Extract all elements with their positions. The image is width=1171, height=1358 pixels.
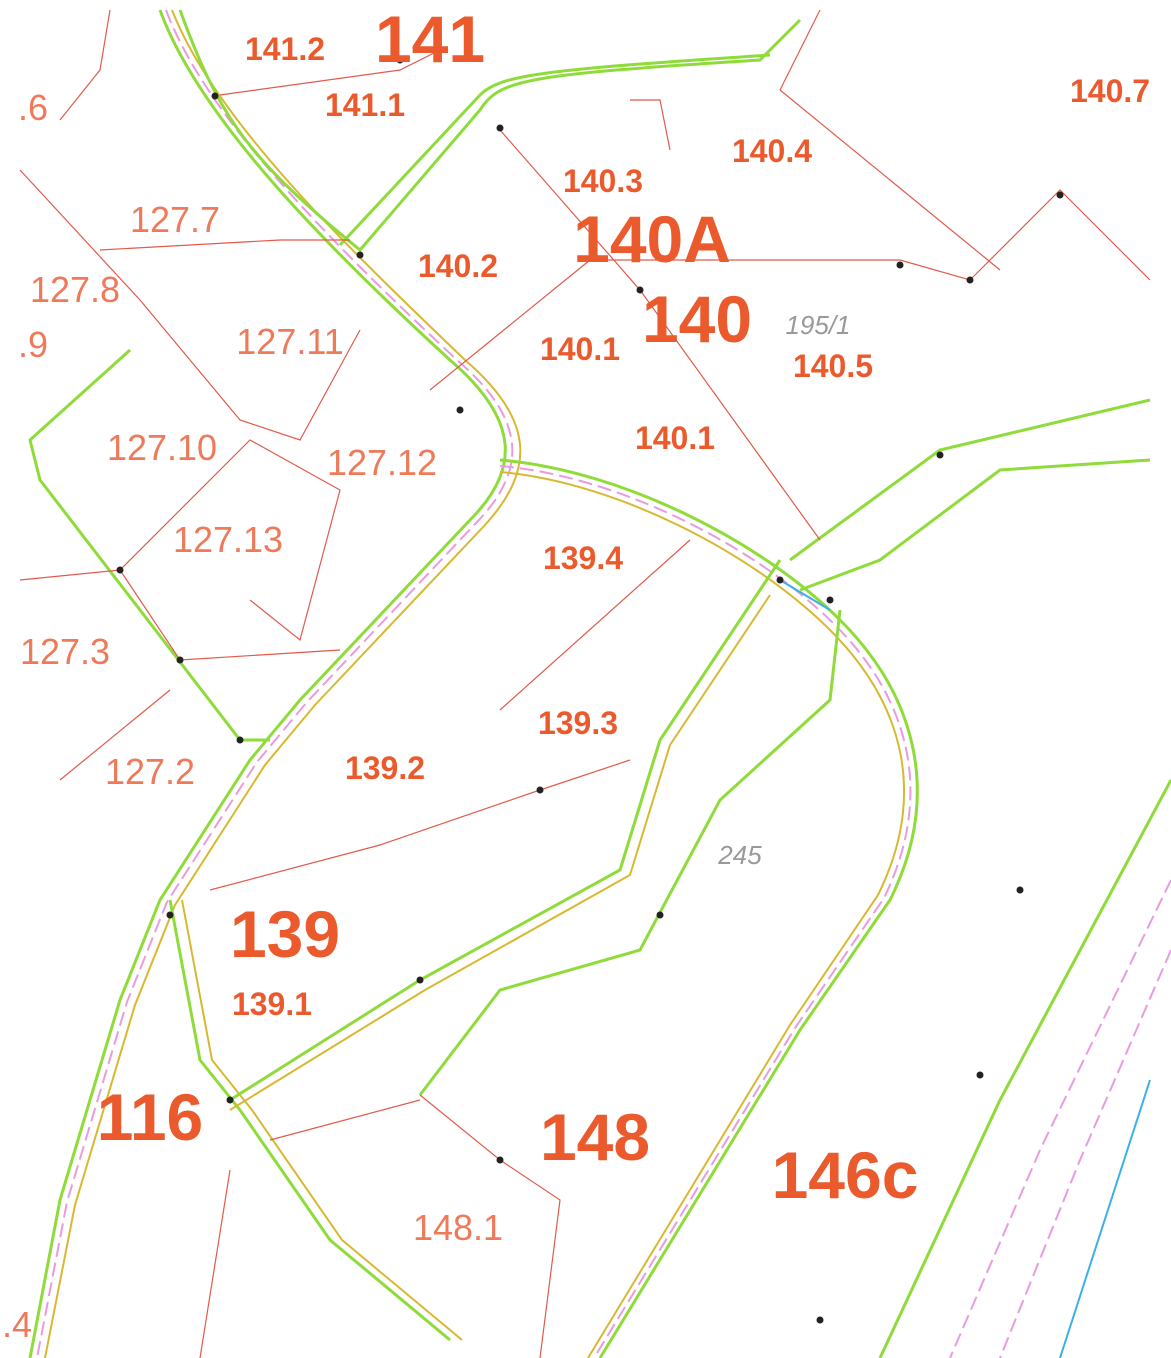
parcel-label: 146c bbox=[772, 1138, 919, 1212]
parcel-label: 141.1 bbox=[325, 87, 405, 123]
parcel-label: 140.1 bbox=[635, 420, 715, 456]
parcel-label: 127.2 bbox=[105, 751, 195, 792]
parcel-label: 140.2 bbox=[418, 248, 498, 284]
parcel-label: 127.12 bbox=[327, 442, 437, 483]
parcel-label: 140.4 bbox=[732, 133, 812, 169]
parcel-label: 127.11 bbox=[236, 321, 343, 362]
parcel-label: 140 bbox=[642, 282, 752, 356]
parcel-label: 139 bbox=[230, 897, 340, 971]
map: 141 141.2 141.1 140.3 140.4 140.7 140A 1… bbox=[0, 0, 1171, 1358]
parcel-label: 139.2 bbox=[345, 750, 425, 786]
parcel-note: 245 bbox=[717, 840, 762, 870]
parcel-label: 140A bbox=[573, 202, 731, 276]
parcel-label: 148.1 bbox=[413, 1207, 503, 1248]
parcel-label: 140.7 bbox=[1070, 73, 1150, 109]
parcel-label: 127.10 bbox=[107, 427, 217, 468]
parcel-label: 139.1 bbox=[232, 986, 312, 1022]
parcel-label: 127.13 bbox=[173, 519, 283, 560]
parcel-label: 139.4 bbox=[543, 540, 623, 576]
parcel-label: 140.1 bbox=[540, 331, 620, 367]
parcel-label: 116 bbox=[97, 1080, 203, 1154]
parcel-note: 195/1 bbox=[785, 310, 850, 340]
parcel-label: 148 bbox=[540, 1100, 650, 1174]
parcel-label: 140.5 bbox=[793, 348, 873, 384]
parcel-label: 141 bbox=[375, 2, 485, 76]
parcel-label: 141.2 bbox=[245, 31, 325, 67]
parcel-label: .4 bbox=[2, 1304, 32, 1345]
parcel-label: 127.8 bbox=[30, 269, 120, 310]
parcel-label: 127.3 bbox=[20, 631, 110, 672]
parcel-label: 139.3 bbox=[538, 705, 618, 741]
parcel-label: 127.7 bbox=[130, 199, 220, 240]
parcel-label: 140.3 bbox=[563, 163, 643, 199]
parcel-label: .9 bbox=[18, 324, 48, 365]
parcel-label: .6 bbox=[18, 87, 48, 128]
